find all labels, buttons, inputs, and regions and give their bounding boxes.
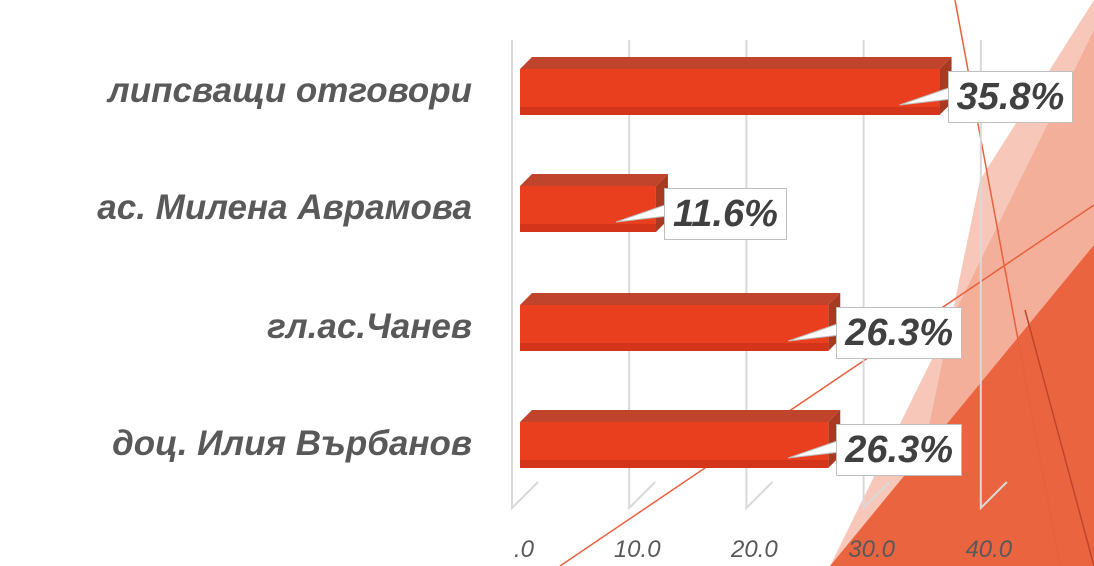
x-tick-label: 20.0 (731, 536, 778, 563)
x-tick-label: 40.0 (965, 536, 1013, 563)
bar-top-face (520, 174, 668, 186)
bar (520, 174, 668, 232)
bar-shade (520, 343, 829, 351)
bar (520, 410, 841, 468)
data-label: 35.8% (947, 71, 1074, 123)
bar-shade (520, 107, 940, 115)
x-tick-label: 30.0 (848, 536, 895, 563)
bar-top-face (520, 57, 952, 69)
data-label: 11.6% (663, 188, 787, 240)
gridline (511, 40, 539, 511)
category-label: доц. Илия Върбанов (112, 424, 472, 463)
bar-top-face (520, 293, 841, 305)
category-label: липсващи отговори (107, 71, 472, 110)
bar-shade (520, 460, 829, 468)
bar-layer (520, 57, 953, 468)
background-shape-dark (830, 245, 1094, 566)
background-line-1 (559, 204, 1094, 566)
data-label: 26.3% (836, 307, 962, 359)
x-tick-label: .0 (513, 536, 535, 563)
gridline (979, 40, 1008, 511)
background-line-3 (1024, 309, 1094, 566)
gridline (862, 40, 891, 511)
bar (520, 293, 841, 351)
data-label: 26.3% (836, 424, 962, 476)
x-tick-label: 10.0 (613, 536, 661, 563)
bar (520, 57, 952, 115)
category-label: гл.ас.Чанев (267, 307, 472, 346)
category-label: ас. Милена Аврамова (97, 188, 472, 227)
bar-top-face (520, 410, 841, 422)
bar-shade (520, 224, 656, 232)
